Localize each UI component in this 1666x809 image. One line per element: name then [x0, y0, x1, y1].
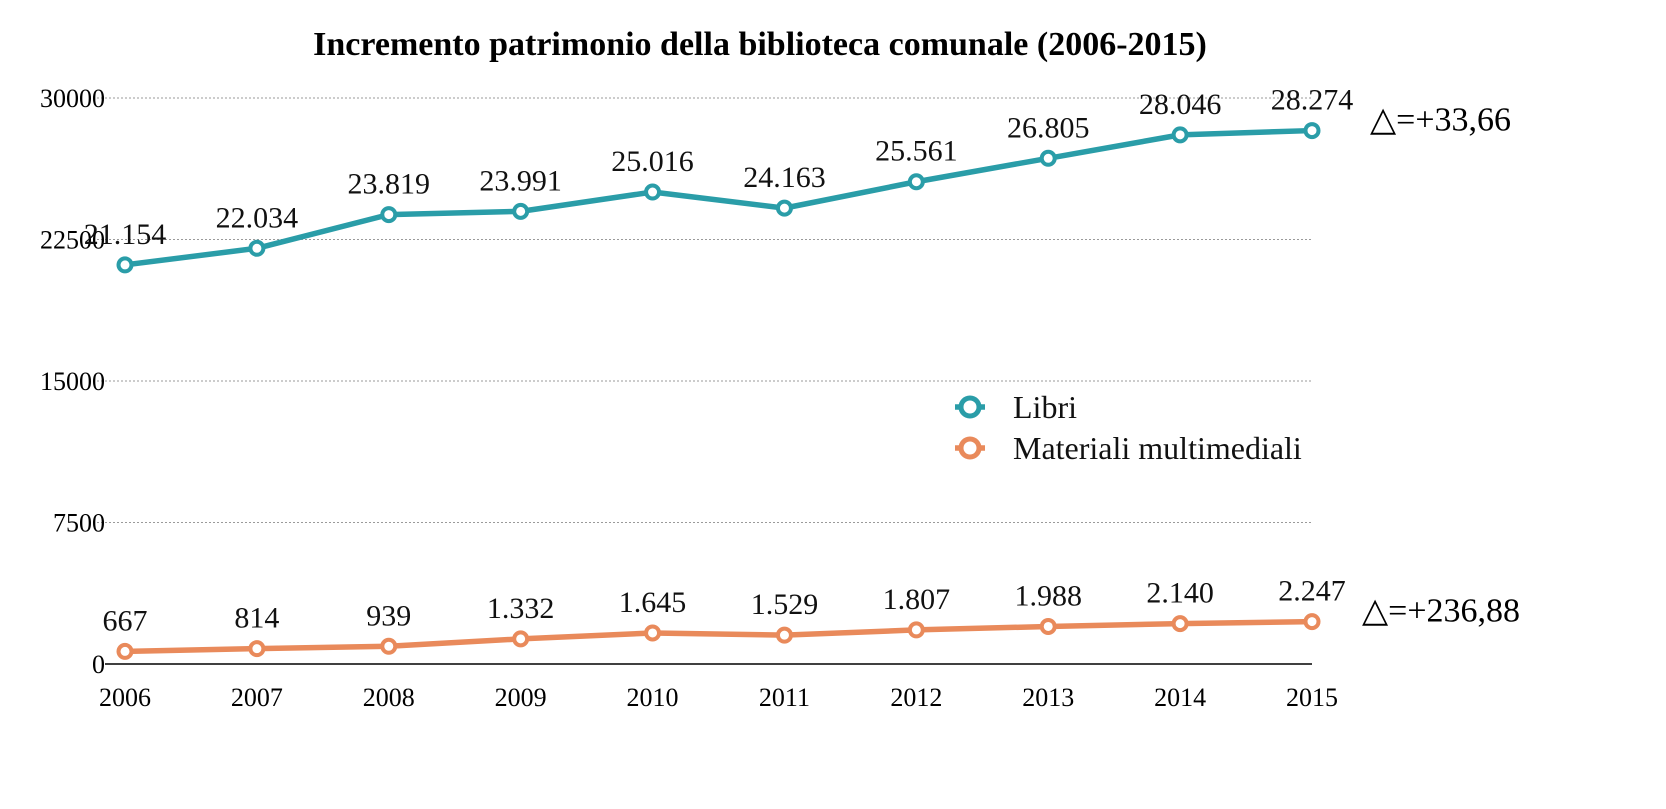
- legend: Libri Materiali multimediali: [955, 389, 1302, 466]
- data-point: [907, 621, 925, 639]
- data-point: [248, 640, 266, 658]
- x-tick-label: 2007: [231, 683, 283, 712]
- data-label: 25.561: [875, 135, 958, 168]
- data-label: 1.645: [619, 586, 687, 619]
- data-point: [1303, 613, 1321, 631]
- legend-marker-icon: [958, 395, 982, 419]
- data-label: 1.807: [883, 583, 951, 616]
- x-axis-ticks: 2006 2007 2008 2009 2010 2011 2012 2013 2014 2015: [99, 683, 1338, 712]
- data-point: [512, 630, 530, 648]
- y-axis-ticks: 0 7500 15000 22500 30000: [40, 84, 105, 679]
- x-tick-label: 2012: [890, 683, 942, 712]
- series-materiali-multimediali: 667 814 939 1.332 1.645 1.529 1.807 1.988 2.140 2…: [103, 575, 1520, 660]
- data-label: 1.529: [751, 588, 819, 621]
- data-label: 667: [103, 604, 148, 637]
- data-point: [1171, 126, 1189, 144]
- data-point: [248, 239, 266, 257]
- data-label: 24.163: [743, 161, 826, 194]
- data-label: 2.247: [1278, 575, 1346, 608]
- series-line: [122, 127, 1315, 268]
- x-tick-label: 2011: [759, 683, 810, 712]
- y-tick-label: 7500: [53, 509, 105, 538]
- data-point: [512, 202, 530, 220]
- chart-title: Incremento patrimonio della biblioteca c…: [313, 26, 1207, 63]
- data-label: 28.274: [1271, 84, 1354, 117]
- y-tick-label: 22500: [40, 226, 105, 255]
- data-label: 28.046: [1139, 88, 1222, 121]
- data-point: [1171, 615, 1189, 633]
- data-label: 1.332: [487, 592, 555, 625]
- x-tick-label: 2006: [99, 683, 151, 712]
- data-label: 22.034: [216, 201, 299, 234]
- data-label: 26.805: [1007, 111, 1090, 144]
- data-label: 1.988: [1014, 579, 1082, 612]
- data-point: [116, 256, 134, 274]
- y-tick-label: 30000: [40, 84, 105, 113]
- y-tick-label: 15000: [40, 367, 105, 396]
- data-point: [1303, 122, 1321, 140]
- grid-lines: [97, 97, 1312, 523]
- data-point: [116, 642, 134, 660]
- y-tick-label: 0: [92, 650, 105, 679]
- data-label: 23.819: [348, 168, 431, 201]
- series-line: [122, 618, 1315, 655]
- x-tick-label: 2013: [1022, 683, 1074, 712]
- series-layer: 21.154 22.034 23.819 23.991 25.016 24.163 25.5…: [84, 84, 1520, 660]
- data-label: 25.016: [611, 145, 694, 178]
- legend-label: Materiali multimediali: [1013, 430, 1302, 466]
- data-point: [644, 183, 662, 201]
- data-label: 2.140: [1146, 577, 1214, 610]
- data-label: 939: [366, 599, 411, 632]
- data-point: [1039, 149, 1057, 167]
- data-point: [380, 637, 398, 655]
- data-point: [644, 624, 662, 642]
- data-label: 814: [234, 602, 279, 635]
- data-point: [907, 173, 925, 191]
- data-label: 23.991: [479, 164, 562, 197]
- x-tick-label: 2010: [627, 683, 679, 712]
- data-label: 21.154: [84, 218, 167, 251]
- data-point: [775, 626, 793, 644]
- legend-marker-icon: [958, 436, 982, 460]
- data-point: [380, 206, 398, 224]
- legend-item: Materiali multimediali: [955, 430, 1302, 466]
- data-point: [775, 199, 793, 217]
- delta-annotation: △=+33,66: [1370, 102, 1511, 139]
- x-tick-label: 2015: [1286, 683, 1338, 712]
- x-tick-label: 2009: [495, 683, 547, 712]
- legend-label: Libri: [1013, 389, 1077, 425]
- x-tick-label: 2008: [363, 683, 415, 712]
- data-point: [1039, 617, 1057, 635]
- x-tick-label: 2014: [1154, 683, 1206, 712]
- delta-annotation: △=+236,88: [1362, 593, 1520, 630]
- legend-item: Libri: [955, 389, 1077, 425]
- series-libri: 21.154 22.034 23.819 23.991 25.016 24.163 25.5…: [84, 84, 1511, 274]
